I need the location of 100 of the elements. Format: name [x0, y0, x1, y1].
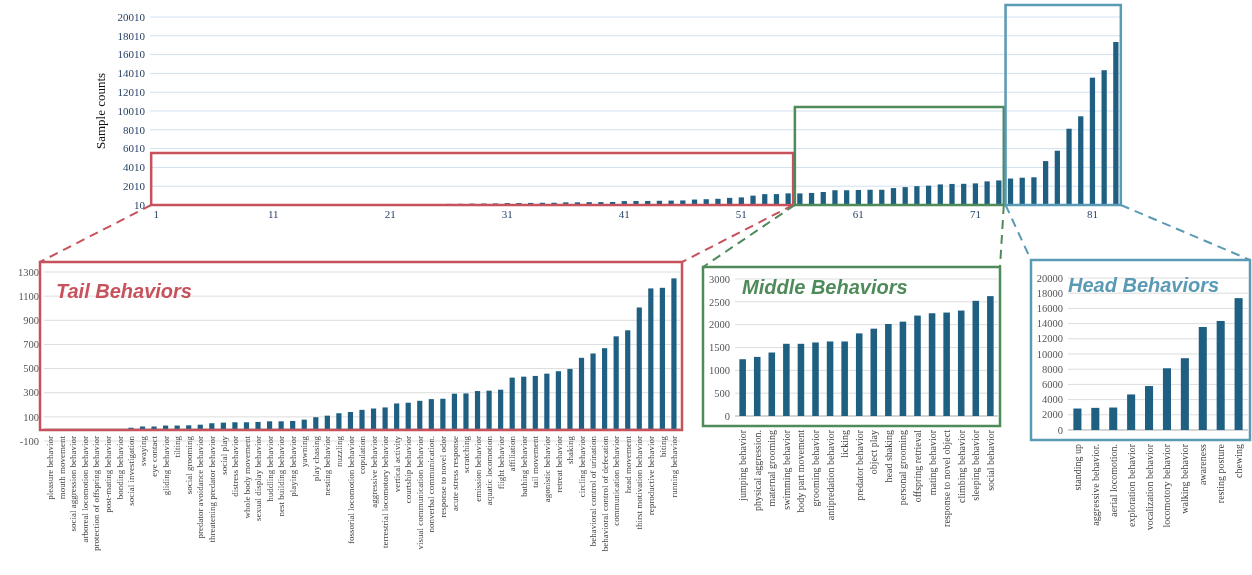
- x-tick-label: scratching: [461, 435, 472, 473]
- y-tick-label: 300: [23, 387, 39, 399]
- y-tick-label: 500: [714, 387, 730, 399]
- x-tick-label: physical aggression.: [751, 430, 763, 512]
- x-tick-label: gliding behavior: [160, 436, 171, 496]
- x-tick-label: aggressive behavior: [368, 436, 379, 508]
- x-tick-label: 21: [384, 208, 396, 220]
- x-tick-label: exploration behavior: [1125, 443, 1137, 528]
- x-tick-label: swimming behavior: [780, 429, 792, 510]
- x-tick-label: behavioral control of defecation: [599, 435, 610, 552]
- x-tick-label: running behavior: [669, 436, 680, 498]
- x-tick-label: nesting behavior: [322, 436, 333, 496]
- x-tick-label: locomotory behavior: [1161, 443, 1173, 528]
- x-tick-label: vertical activity: [391, 435, 402, 493]
- x-tick-label: fossorial locomotion behavior: [345, 436, 356, 544]
- x-tick-label: communication behavior: [611, 436, 622, 526]
- y-tick-label: 14010: [117, 67, 146, 80]
- y-tick-label: 1100: [18, 290, 39, 302]
- y-tick-label: 2000: [1042, 409, 1063, 421]
- x-tick-label: arboreal locomotion behavior: [79, 436, 90, 543]
- x-tick-label: mouth movement: [56, 435, 67, 500]
- x-tick-label: personal grooming: [897, 430, 909, 506]
- x-tick-label: predator avoidance behavior: [195, 436, 206, 539]
- y-tick-label: 20000: [1036, 272, 1063, 284]
- x-tick-label: resting posture: [1215, 443, 1227, 504]
- y-tick-label: 500: [23, 363, 39, 375]
- x-tick-label: agonistic behavior: [542, 436, 552, 503]
- x-tick-label: eye contact: [149, 435, 160, 477]
- chart-title: Tail Behaviors: [56, 280, 192, 302]
- x-tick-label: social grooming: [183, 435, 194, 495]
- x-tick-label: behavioral control of urination: [588, 435, 599, 547]
- x-tick-label: aggressive behavior.: [1089, 444, 1101, 526]
- x-tick-label: visual communication behavior: [414, 436, 425, 550]
- x-tick-label: walking behavior: [1179, 443, 1191, 514]
- x-tick-label: response to novel odor: [438, 436, 449, 518]
- y-tick-label: 100: [23, 411, 39, 423]
- y-tick-label: 700: [23, 339, 39, 351]
- x-tick-label: reproductive behavior: [645, 436, 656, 516]
- y-tick-label: 8010: [123, 123, 146, 136]
- x-tick-label: aerial locomotion.: [1107, 444, 1119, 517]
- x-tick-label: aquatic locomotion: [484, 435, 495, 506]
- x-tick-label: 61: [852, 208, 864, 220]
- x-tick-label: copulation: [357, 435, 368, 474]
- x-tick-label: social behavior: [984, 429, 996, 491]
- x-tick-label: response to novel object: [941, 429, 953, 527]
- x-tick-label: antipredation behavior: [824, 429, 836, 521]
- x-tick-label: standing up: [1071, 444, 1083, 491]
- x-tick-label: 41: [618, 208, 630, 220]
- y-tick-label: 6010: [123, 142, 146, 155]
- x-tick-label: threatening predator behavior: [206, 436, 217, 543]
- x-tick-label: object play: [868, 430, 880, 475]
- y-tick-label: 10000: [1036, 348, 1063, 360]
- x-tick-label: nonverbal communication.: [426, 436, 437, 533]
- y-tick-label: 0: [724, 410, 730, 422]
- x-tick-label: whole body movement: [241, 435, 252, 519]
- y-tick-label: 2500: [709, 296, 730, 308]
- y-tick-label: 1000: [709, 365, 730, 377]
- y-tick-label: 16010: [117, 48, 146, 61]
- x-tick-label: swaying: [137, 435, 148, 466]
- x-tick-label: body part movement: [795, 429, 807, 513]
- x-tick-label: sexual display behavior: [253, 436, 264, 521]
- x-tick-label: 31: [501, 208, 513, 220]
- x-tick-label: 71: [969, 208, 981, 220]
- x-tick-label: bonding behavior: [114, 436, 125, 500]
- x-tick-label: head movement: [622, 435, 633, 494]
- y-tick-label: 12010: [117, 86, 146, 99]
- x-tick-label: shaking: [565, 435, 576, 464]
- x-tick-label: thirst motivation behavior: [634, 436, 645, 530]
- y-tick-label: 900: [23, 314, 39, 326]
- chart-title: Middle Behaviors: [742, 276, 908, 298]
- x-tick-label: flight behavior: [495, 436, 506, 490]
- y-tick-label: 2000: [709, 319, 730, 331]
- x-tick-label: head shaking: [882, 430, 894, 483]
- y-tick-label: 4010: [123, 161, 146, 174]
- y-tick-label: 12000: [1036, 333, 1063, 345]
- y-tick-label: 8000: [1042, 363, 1063, 375]
- x-tick-label: vocalization behavior: [1143, 443, 1155, 531]
- x-tick-label: climbing behavior: [955, 429, 967, 504]
- y-tick-label: 16000: [1036, 303, 1063, 315]
- x-tick-label: pleasure behavior: [45, 436, 56, 500]
- x-tick-label: mating behavior: [926, 429, 938, 496]
- x-tick-label: post-mating behavior: [102, 436, 113, 513]
- y-tick-label: 2010: [123, 180, 146, 193]
- y-tick-label: 20010: [117, 10, 146, 23]
- x-tick-label: social investigation: [126, 435, 137, 506]
- x-tick-label: social play: [218, 435, 229, 475]
- x-tick-label: tail movement: [530, 435, 541, 488]
- y-tick-label: 0: [1057, 424, 1063, 436]
- x-tick-label: offspring retrieval: [912, 429, 923, 503]
- x-tick-label: retreat behavior: [553, 436, 564, 493]
- y-tick-label: 18010: [117, 29, 146, 42]
- y-tick-label: 18000: [1036, 287, 1063, 299]
- x-tick-label: emission behavior: [472, 436, 483, 502]
- x-tick-label: licking: [839, 430, 851, 458]
- y-tick-label: 6000: [1042, 379, 1063, 391]
- y-axis-title: Sample counts: [93, 72, 108, 150]
- x-tick-label: bathing behavior: [518, 436, 529, 497]
- x-tick-label: tilting: [172, 435, 183, 458]
- x-tick-label: huddling behavior: [264, 436, 275, 502]
- y-tick-label: 4000: [1042, 394, 1063, 406]
